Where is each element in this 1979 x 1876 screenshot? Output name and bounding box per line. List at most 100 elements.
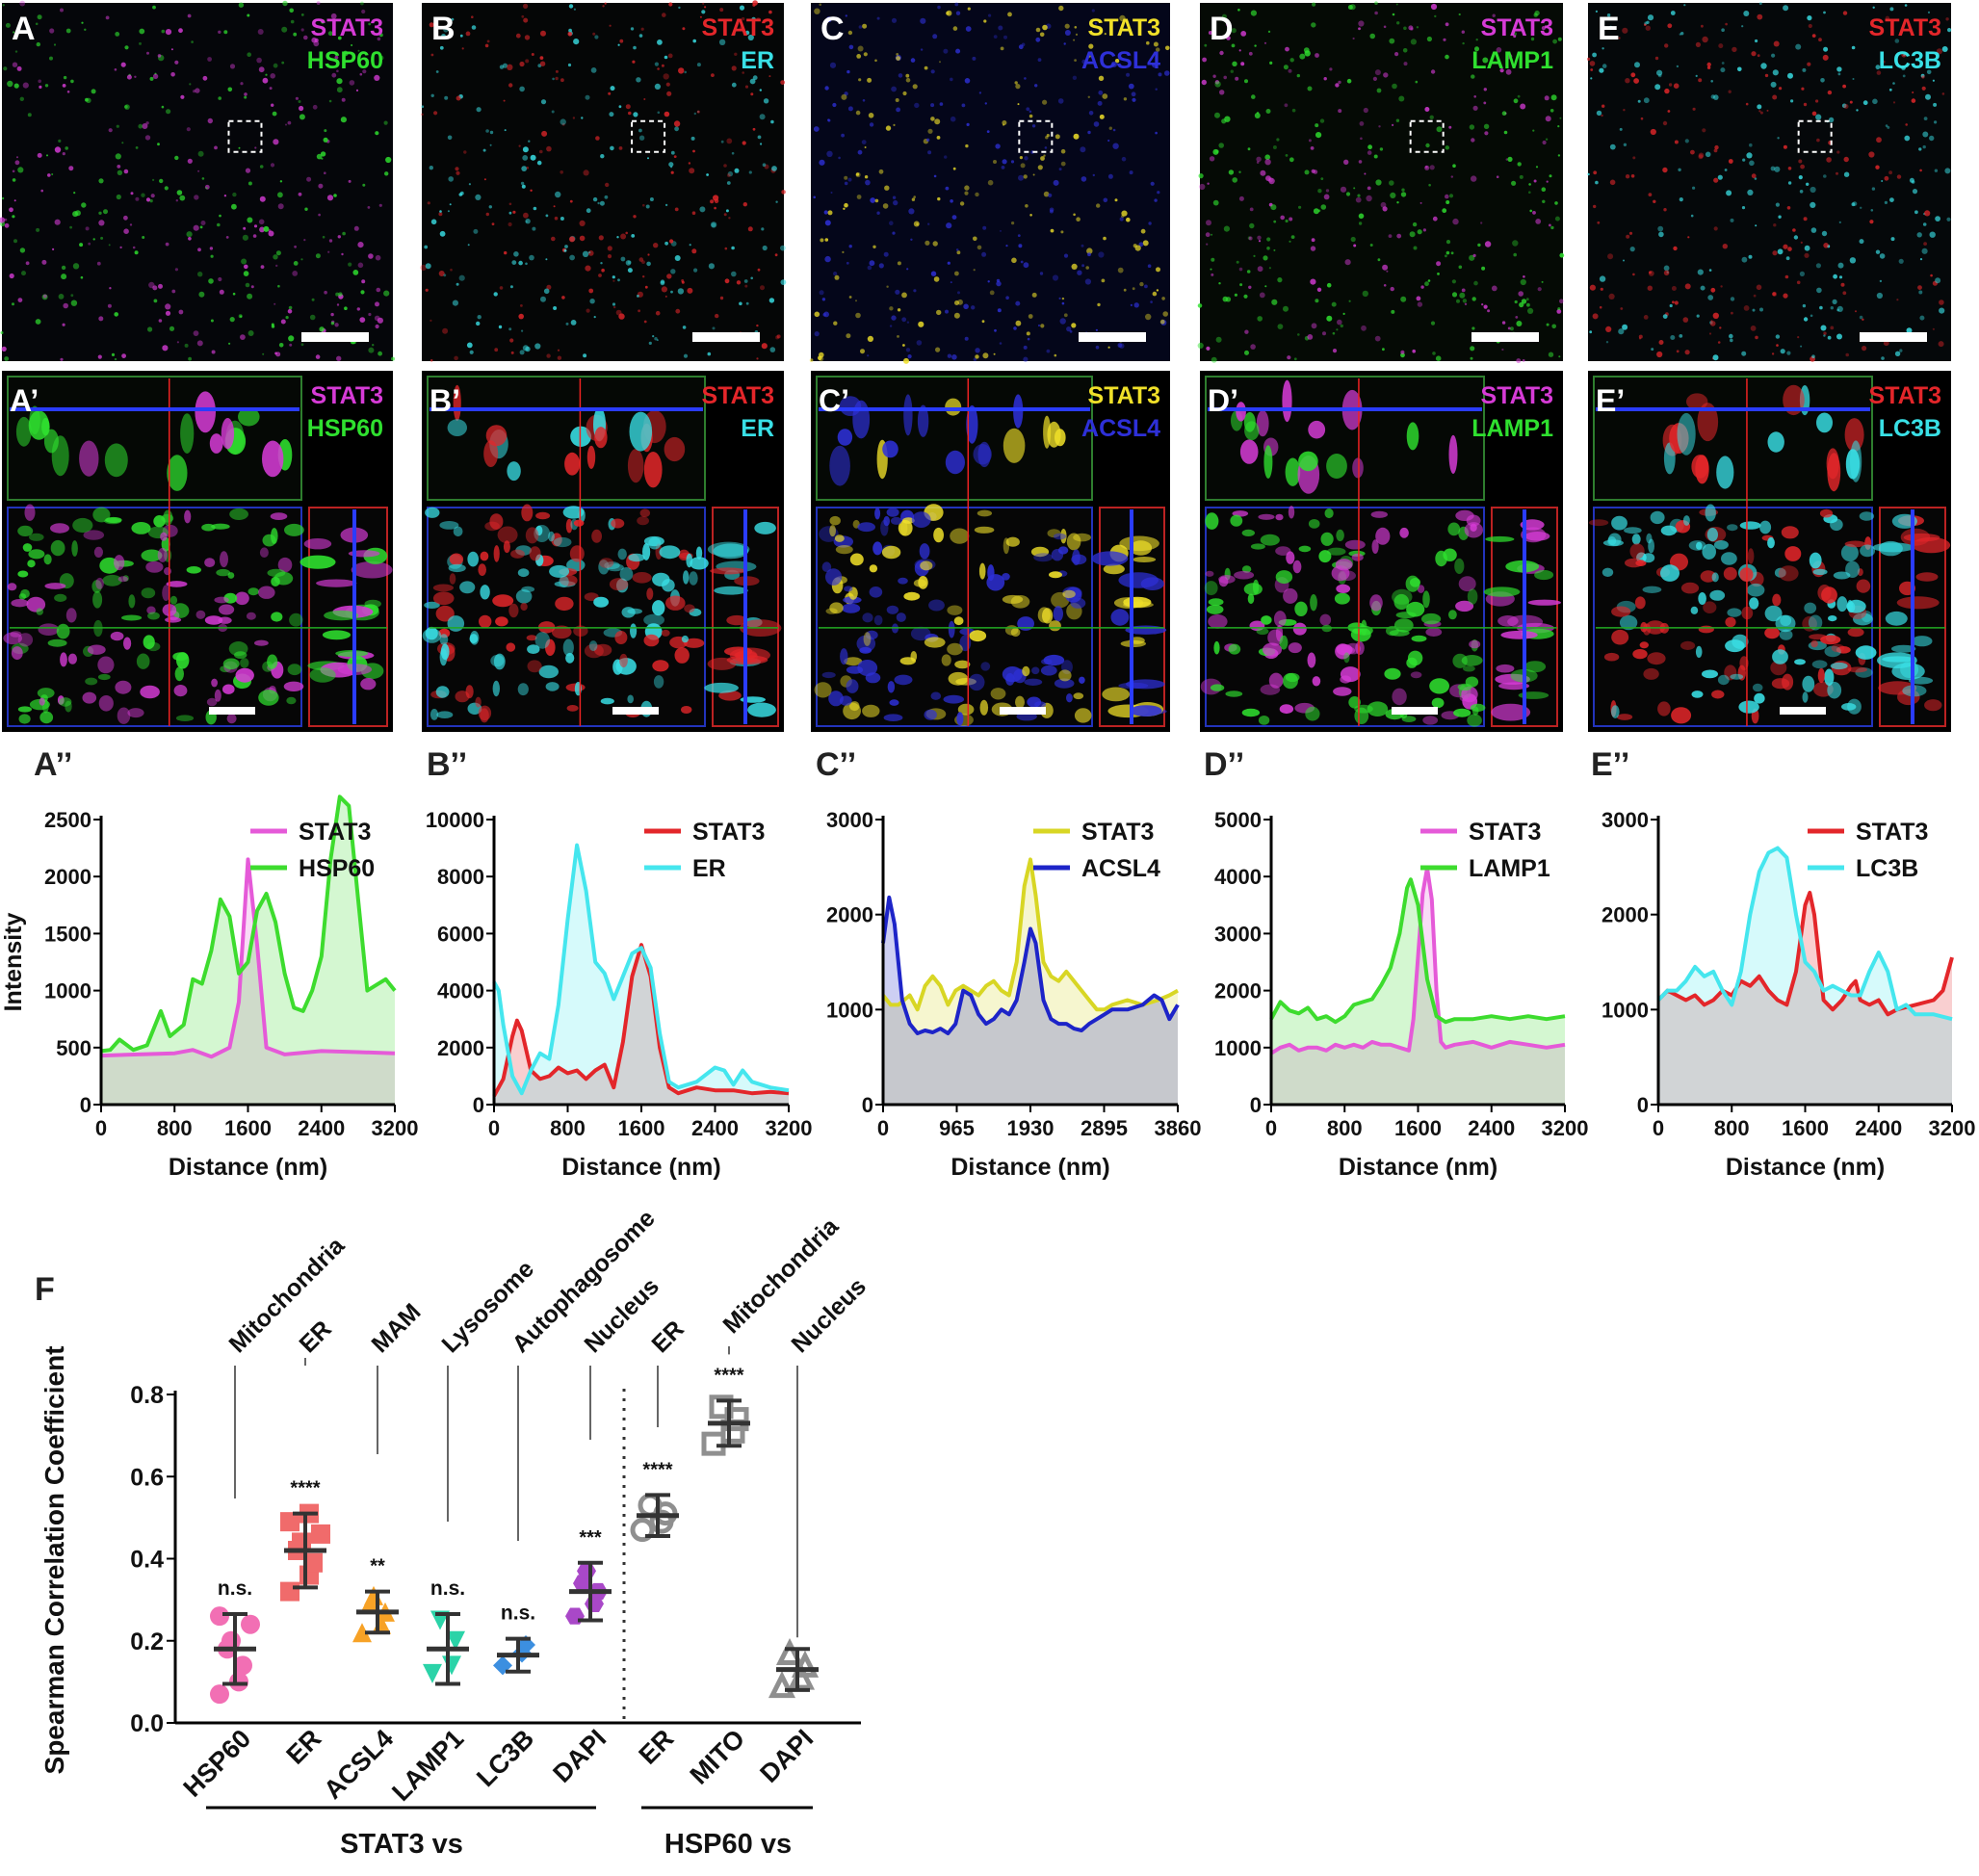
zoom-blob (661, 629, 670, 637)
fluorescence-speck (1234, 293, 1237, 297)
x-axis-label: Distance (nm) (561, 1154, 720, 1181)
fluorescence-speck (1514, 300, 1518, 304)
zoom-blob (489, 513, 504, 530)
fluorescence-speck (494, 348, 499, 352)
fluorescence-speck (63, 75, 67, 80)
fluorescence-speck (780, 279, 787, 285)
zoom-blob (1824, 645, 1841, 658)
fluorescence-speck (1358, 221, 1363, 225)
fluorescence-speck (1506, 53, 1513, 60)
fluorescence-speck (1922, 222, 1927, 226)
fluorescence-speck (893, 199, 898, 206)
fluorescence-speck (1424, 107, 1430, 112)
fluorescence-speck (1254, 44, 1257, 47)
fluorescence-speck (1322, 331, 1326, 336)
fluorescence-speck (911, 197, 916, 201)
fluorescence-speck (84, 28, 87, 31)
fluorescence-speck (1821, 230, 1828, 237)
panel-letter: A’ (10, 383, 39, 418)
fluorescence-speck (1862, 100, 1868, 106)
zoom-blob (933, 527, 944, 543)
significance-label: n.s. (218, 1577, 252, 1600)
fluorescence-speck (1842, 291, 1847, 296)
fluorescence-speck (37, 152, 42, 158)
fluorescence-speck (1020, 260, 1024, 264)
zoom-blob (1639, 641, 1650, 649)
fluorescence-speck (425, 263, 431, 270)
fluorescence-speck (714, 206, 716, 210)
zoom-blob (1469, 639, 1481, 649)
fluorescence-speck (1710, 80, 1713, 83)
fluorescence-speck (1811, 34, 1816, 38)
fluorescence-speck (9, 207, 13, 213)
fluorescence-speck (1430, 321, 1436, 326)
fluorescence-speck (618, 313, 625, 320)
yz-blob (1924, 699, 1942, 712)
roi-box (1018, 119, 1054, 153)
zoom-blob (898, 577, 908, 585)
fluorescence-speck (951, 215, 957, 221)
fluorescence-speck (1629, 247, 1635, 252)
zoom-blob (1453, 708, 1471, 717)
fluorescence-speck (1379, 147, 1384, 151)
zoom-blob (520, 602, 528, 612)
fluorescence-speck (372, 344, 375, 347)
fluorescence-speck (19, 248, 26, 253)
fluorescence-speck (523, 17, 529, 23)
fluorescence-speck (1307, 86, 1313, 91)
fluorescence-speck (240, 315, 243, 318)
zoom-blob (1713, 540, 1729, 550)
fluorescence-speck (274, 352, 277, 355)
fluorescence-speck (1633, 78, 1639, 84)
zoom-blob (1836, 646, 1851, 654)
zoom-blob (614, 631, 628, 644)
fluorescence-speck (1644, 21, 1648, 25)
fluorescence-speck (523, 3, 529, 9)
zoom-blob (211, 523, 230, 530)
fluorescence-speck (471, 15, 474, 19)
fluorescence-speck (1471, 326, 1475, 330)
fluorescence-speck (986, 130, 990, 134)
fluorescence-speck (867, 265, 872, 271)
fluorescence-speck (1513, 252, 1517, 257)
fluorescence-speck (674, 207, 679, 212)
fluorescence-speck (1165, 45, 1170, 51)
fluorescence-speck (289, 343, 293, 347)
fluorescence-speck (1798, 159, 1803, 164)
fluorescence-speck (74, 210, 81, 217)
organelle-label: ER (646, 1316, 689, 1358)
zoom-blob (862, 704, 880, 717)
fluorescence-speck (1310, 278, 1316, 285)
fluorescence-speck (13, 31, 15, 34)
fluorescence-speck (311, 298, 315, 301)
fluorescence-speck (546, 353, 551, 358)
fluorescence-speck (521, 166, 528, 172)
fluorescence-speck (293, 32, 298, 37)
fluorescence-speck (176, 341, 179, 344)
group-label: STAT3 vs (340, 1829, 463, 1860)
zoom-blob (1695, 645, 1703, 659)
fluorescence-speck (1099, 114, 1105, 119)
fluorescence-speck (689, 244, 691, 247)
fluorescence-speck (88, 242, 91, 246)
fluorescence-speck (1932, 79, 1935, 82)
zoom-blob (117, 707, 131, 724)
fluorescence-speck (146, 51, 149, 55)
fluorescence-speck (484, 43, 489, 48)
fluorescence-speck (950, 199, 953, 203)
zoom-blob (1771, 678, 1790, 690)
fluorescence-speck (288, 305, 293, 310)
fluorescence-speck (973, 236, 977, 242)
line-STAT3 (1656, 891, 1954, 1017)
fluorescence-speck (1787, 167, 1792, 170)
fluorescence-speck (1807, 62, 1811, 66)
fluorescence-speck (1856, 109, 1859, 112)
fluorescence-speck (1308, 139, 1312, 143)
category-label: ER (281, 1724, 327, 1770)
fluorescence-speck (508, 221, 512, 227)
fluorescence-speck (827, 210, 833, 216)
fluorescence-speck (1587, 57, 1591, 62)
fluorescence-speck (1712, 354, 1719, 361)
xz-blob (447, 419, 467, 436)
fluorescence-speck (819, 290, 824, 296)
